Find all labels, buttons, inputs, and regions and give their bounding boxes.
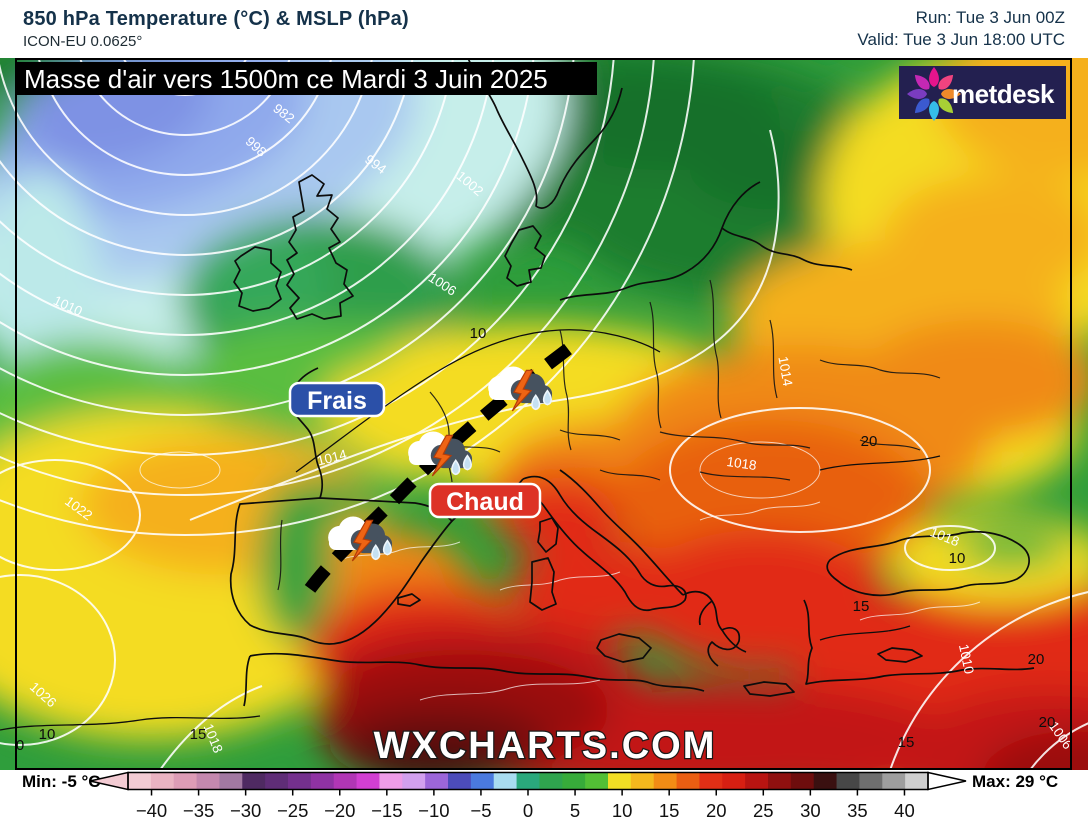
colorbar-tick-label: −15 [371,800,402,821]
logo-petal [929,101,939,121]
colorbar-tick-label: 30 [800,800,821,821]
isobar-label: 1014 [316,447,349,469]
temp-contour-label: 20 [861,433,878,450]
colorbar-tick-label: 20 [706,800,727,821]
metdesk-logo-text: metdesk [952,79,1055,109]
logo-petal [941,89,961,99]
colorbar-tick-label: 40 [894,800,915,821]
map-frame [15,58,1072,770]
weather-map-svg: 9829989941002100610101014101410181018102… [0,58,1088,770]
temp-contour-label: 0 [16,737,24,754]
logo-petal [938,98,954,114]
isobar-label: 1014 [775,355,795,388]
colorbar-tick-label: −5 [470,800,491,821]
temp-contour-label: 10 [949,550,966,567]
logo-petal [914,74,930,90]
country-borders [277,279,941,591]
logo-petal [938,74,954,90]
colorbar-right-arrow [927,771,967,791]
temp-contour-label: 15 [584,728,601,745]
logo-petal [929,67,939,87]
colorbar-tick-label: −30 [230,800,261,821]
model-label: ICON-EU 0.0625° [23,33,143,50]
page-title: 850 hPa Temperature (°C) & MSLP (hPa) [23,8,409,30]
colorbar-gradient [89,771,967,791]
map-title-banner: Masse d'air vers 1500m ce Mardi 3 Juin 2… [16,62,597,95]
colorbar-tick-label: −40 [136,800,167,821]
header: 850 hPa Temperature (°C) & MSLP (hPa) IC… [0,0,1088,58]
cool-airmass-text: Frais [307,387,367,415]
colorbar-tick-label: −35 [183,800,214,821]
cool-airmass-label: Frais [288,381,386,418]
temp-contours [0,329,941,731]
isobar-label: 1018 [726,454,758,473]
colorbar-tick-label: 5 [570,800,580,821]
colorbar-tick-label: 25 [753,800,774,821]
colorbar-tick-label: −25 [277,800,308,821]
map-title-text: Masse d'air vers 1500m ce Mardi 3 Juin 2… [24,64,548,94]
temp-contour-label: 20 [1039,714,1056,731]
colorbar-tick-label: 0 [523,800,533,821]
temp-contour-label: 15 [190,726,207,743]
colorbar-svg: Min: -5 °C Max: 29 °C −40 −35 −30 −25 −20 −15… [22,771,1058,821]
warm-airmass-text: Chaud [446,488,524,516]
airmass-front-dashed-line [297,343,572,603]
temp-contour-label: 20 [1028,651,1045,668]
warm-airmass-label: Chaud [428,482,542,519]
temp-contour-label: 10 [39,726,56,743]
colorbar-tick-label: 10 [612,800,633,821]
colorbar-max-label: Max: 29 °C [972,772,1058,791]
isobar-lines [0,58,1088,770]
metdesk-logo: metdesk [899,66,1066,121]
run-label: Run: Tue 3 Jun 00Z [915,8,1065,27]
logo-petal [907,89,927,99]
temp-contour-label: 15 [898,734,915,751]
isobar-label: 1010 [956,643,977,676]
temp-contour-label: 10 [470,325,487,342]
colorbar-min-label: Min: -5 °C [22,772,101,791]
colorbar: Min: -5 °C Max: 29 °C −40 −35 −30 −25 −20 −15… [0,770,1088,833]
coastlines [229,58,1035,707]
valid-label: Valid: Tue 3 Jun 18:00 UTC [857,30,1065,49]
logo-petal [914,98,930,114]
weather-map: 982 998 994 1002 1006 1010 1014 1014 1018 1018 102… [0,58,1088,770]
temp-contour-label: 15 [853,598,870,615]
colorbar-tick-label: 15 [659,800,680,821]
colorbar-tick-label: −20 [324,800,355,821]
colorbar-tick-label: 35 [847,800,868,821]
wxcharts-watermark: WXCHARTS.COM [374,725,717,767]
colorbar-tick-label: −10 [418,800,449,821]
